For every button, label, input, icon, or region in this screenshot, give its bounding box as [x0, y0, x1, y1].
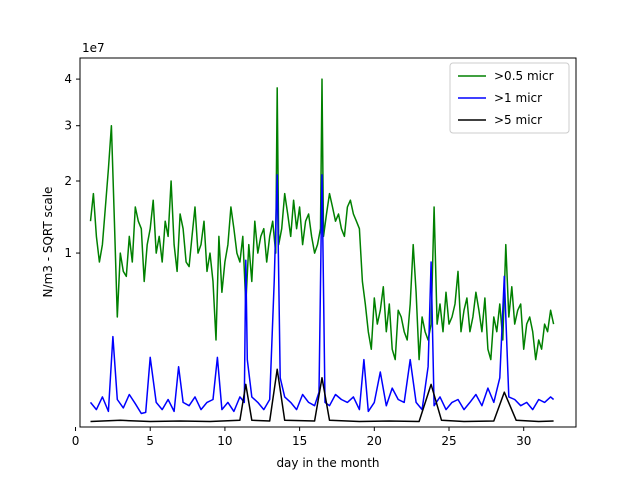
series-line-3 — [90, 368, 554, 423]
x-tick-label: 5 — [146, 434, 154, 448]
x-axis: 0 5 10 15 20 25 30 — [72, 427, 531, 448]
series-layer — [89, 78, 555, 423]
plot-frame — [79, 57, 577, 428]
y-multiplier-label: 1e7 — [82, 41, 105, 55]
legend-label-3: >5 micr — [494, 113, 542, 127]
y-tick-label: 1 — [64, 246, 72, 260]
x-tick-label: 25 — [441, 434, 456, 448]
y-tick-label: 2 — [64, 174, 72, 188]
x-tick-label: 20 — [367, 434, 382, 448]
legend-box — [449, 62, 570, 134]
series-line-1 — [89, 78, 555, 361]
legend: >0.5 micr >1 micr >5 micr — [449, 62, 570, 134]
x-tick-label: 10 — [217, 434, 232, 448]
x-axis-label: day in the month — [276, 456, 379, 470]
y-axis: 1 2 3 4 — [64, 72, 80, 260]
y-axis-label: N/m3 - SQRT scale — [41, 187, 55, 298]
x-tick-label: 30 — [516, 434, 531, 448]
y-tick-label: 3 — [64, 119, 72, 133]
x-tick-label: 15 — [292, 434, 307, 448]
legend-label-2: >1 micr — [494, 91, 542, 105]
y-tick-label: 4 — [64, 72, 72, 86]
x-tick-label: 0 — [72, 434, 80, 448]
series-line-2 — [89, 174, 555, 415]
legend-label-1: >0.5 micr — [494, 69, 554, 83]
